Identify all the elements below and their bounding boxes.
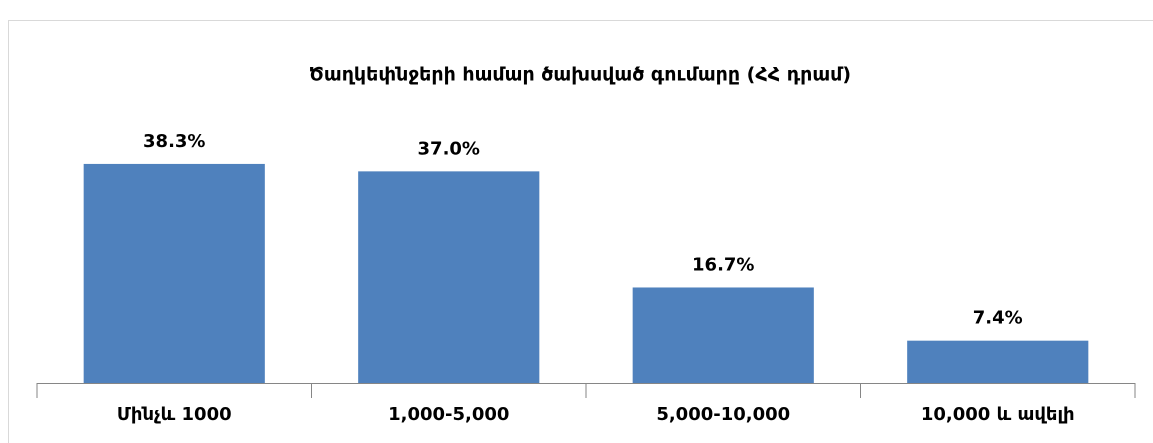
bar <box>83 163 265 383</box>
value-label: 37.0% <box>418 138 480 159</box>
x-tick-label: 5,000-10,000 <box>656 404 790 425</box>
x-tick-label: 1,000-5,000 <box>388 404 509 425</box>
bar <box>632 287 814 383</box>
value-label: 38.3% <box>143 131 205 152</box>
value-label: 16.7% <box>692 254 754 275</box>
value-label: 7.4% <box>973 308 1023 329</box>
bar <box>358 171 540 383</box>
bar <box>907 340 1089 383</box>
chart-title: Ծաղկեփնջերի համար ծախսված գումարը (ՀՀ դր… <box>309 64 851 86</box>
x-tick-label: Մինչև 1000 <box>117 404 232 425</box>
x-tick-label: 10,000 և ավելի <box>921 404 1075 425</box>
